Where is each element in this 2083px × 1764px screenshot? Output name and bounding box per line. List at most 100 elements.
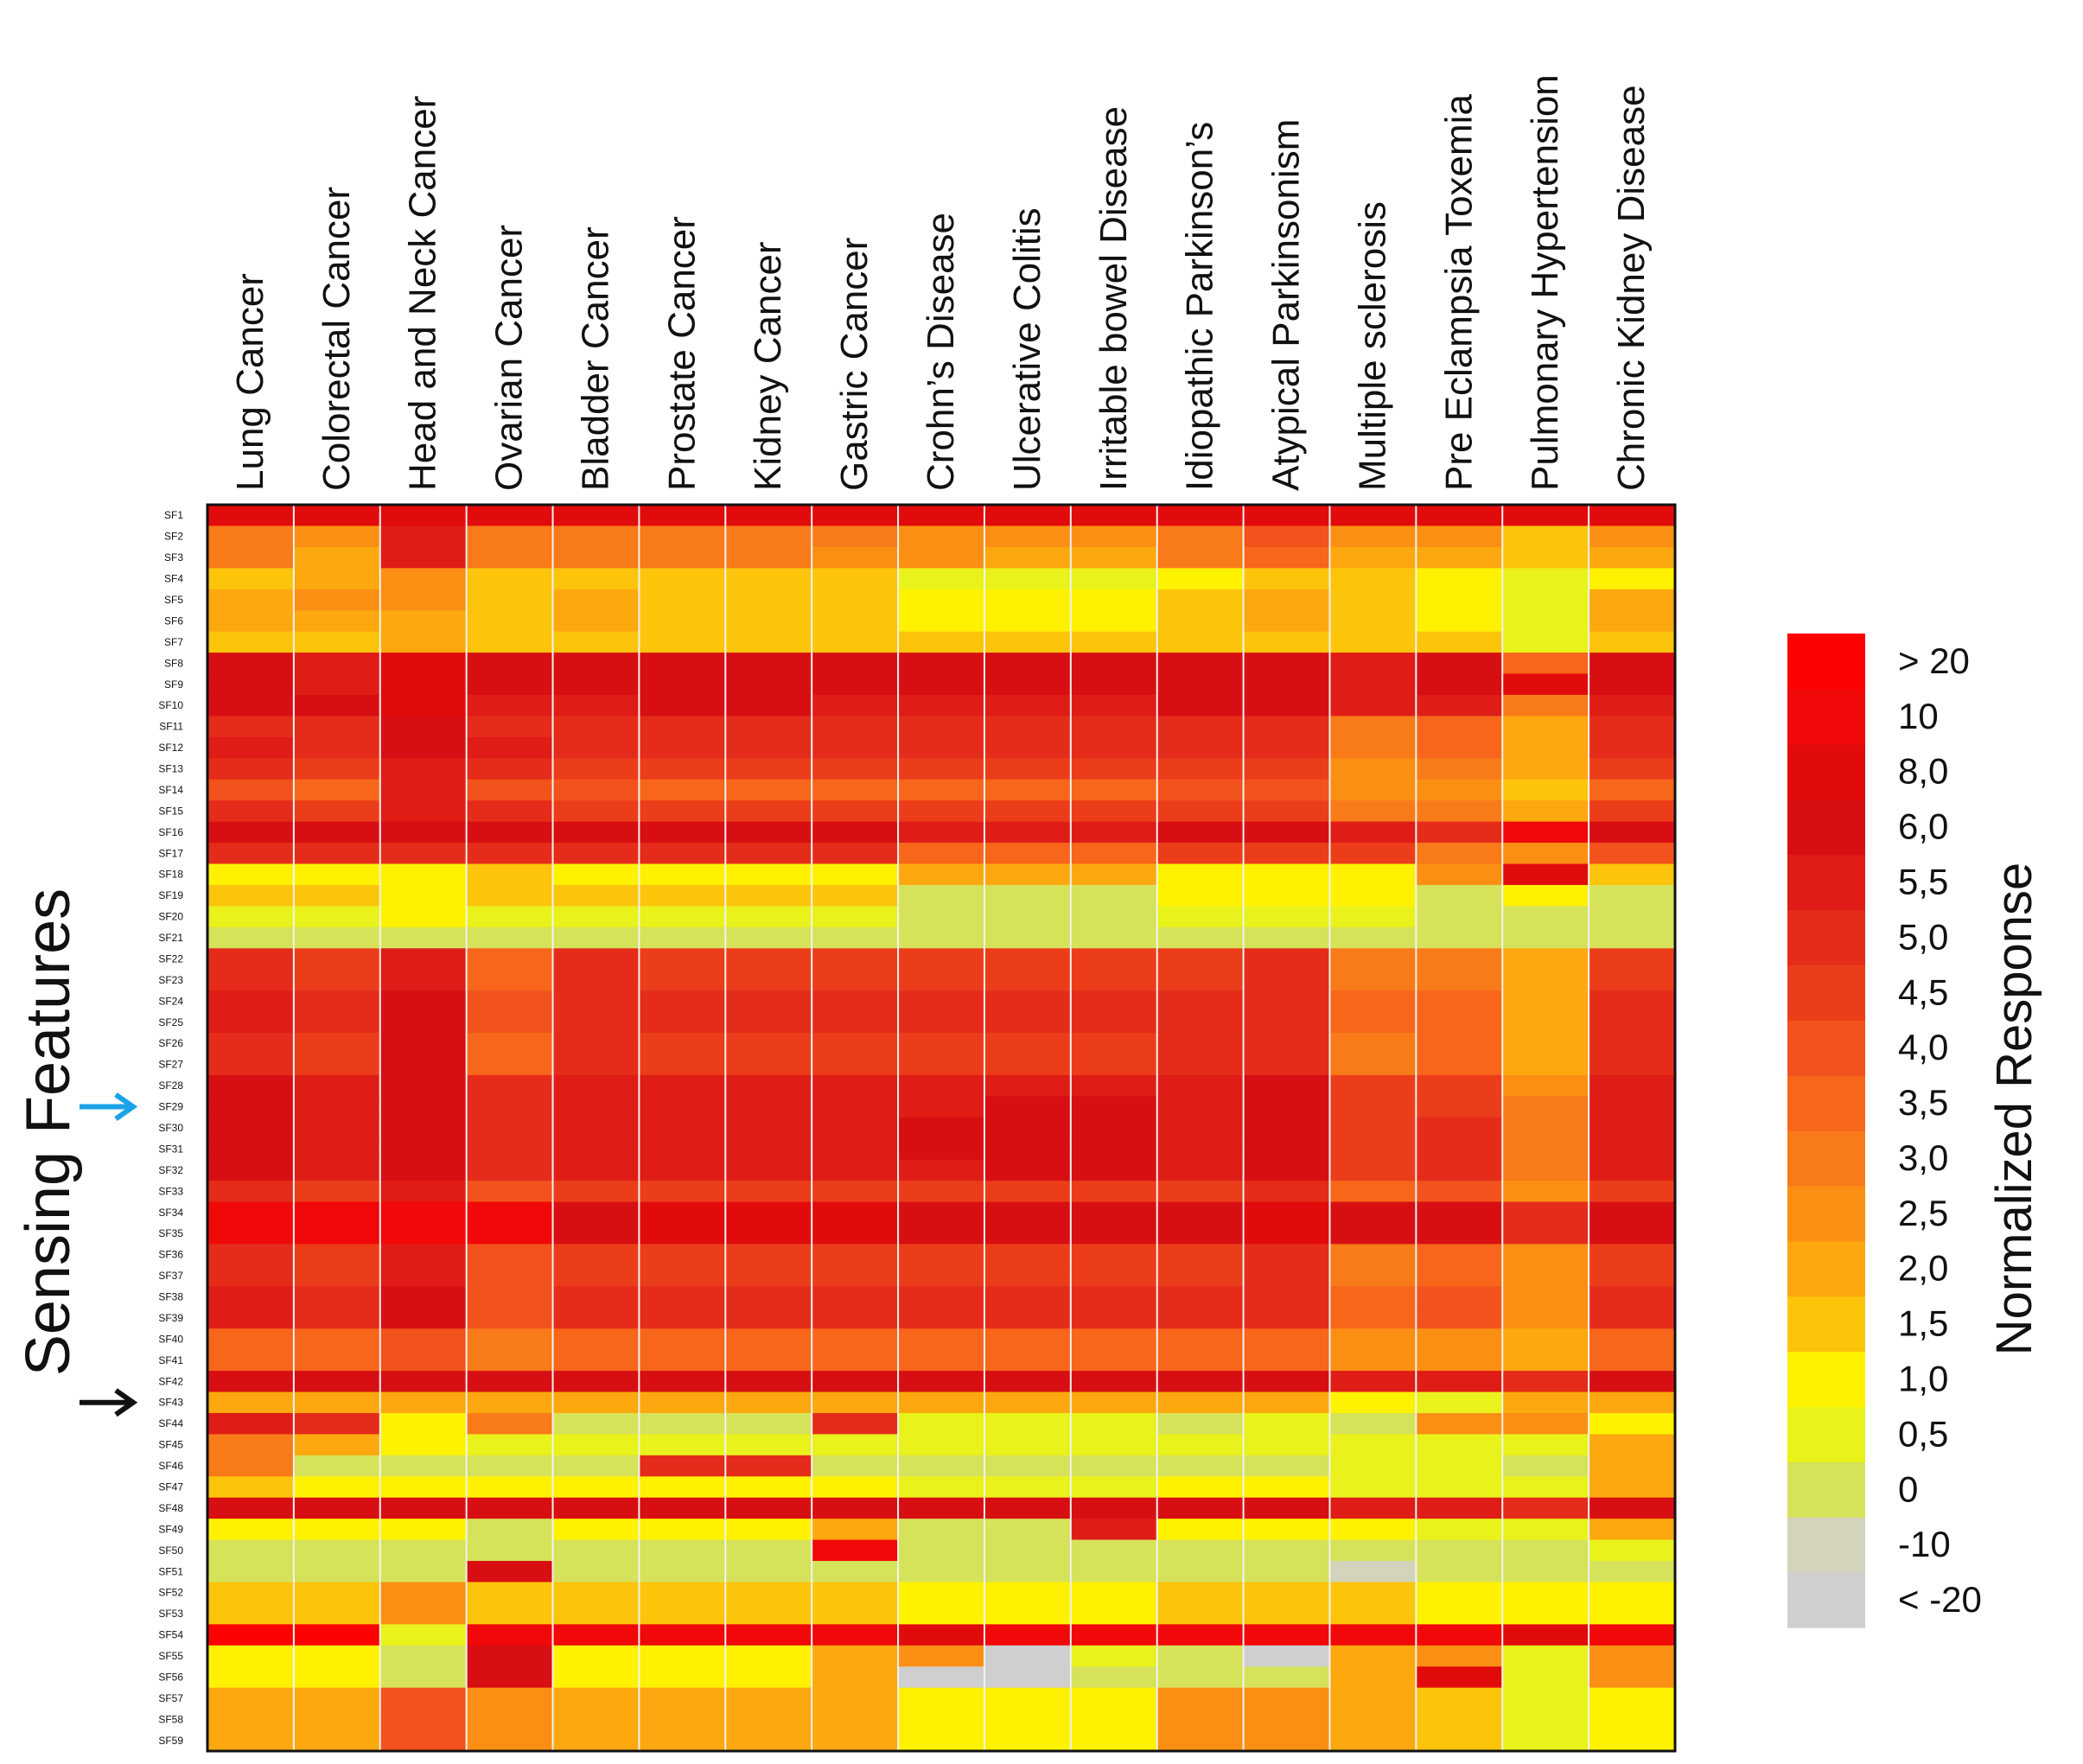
- heatmap-cell: [639, 1074, 726, 1097]
- heatmap-cell: [552, 1349, 640, 1372]
- column-label: Crohn’s Disease: [920, 213, 962, 491]
- column-label: Idiopathic Parkinson’s: [1179, 122, 1221, 491]
- heatmap-cell: [1243, 1159, 1331, 1181]
- heatmap-cell: [898, 990, 985, 1013]
- heatmap-cell: [293, 1624, 381, 1646]
- heatmap-cell: [1589, 1455, 1676, 1477]
- row-label: SF50: [158, 1544, 183, 1557]
- heatmap-cell: [1243, 1476, 1331, 1499]
- heatmap-cell: [984, 821, 1072, 844]
- heatmap-cell: [1243, 990, 1331, 1013]
- heatmap-cell: [1502, 1539, 1589, 1562]
- heatmap-cell: [379, 525, 468, 548]
- heatmap-cell: [984, 1264, 1072, 1287]
- heatmap-cell: [552, 758, 640, 780]
- heatmap-cell: [466, 1201, 554, 1224]
- heatmap-cell: [466, 1033, 554, 1055]
- heatmap-cell: [1070, 1138, 1158, 1161]
- heatmap-cell: [1502, 1497, 1589, 1519]
- heatmap-cell: [552, 821, 640, 844]
- heatmap-cell: [207, 1371, 295, 1393]
- heatmap-cell: [812, 969, 899, 991]
- heatmap-cell: [812, 1138, 899, 1161]
- heatmap-cell: [207, 1286, 295, 1309]
- heatmap-cell: [725, 505, 812, 527]
- heatmap-cell: [466, 694, 554, 717]
- row-label: SF43: [158, 1397, 183, 1409]
- heatmap-cell: [552, 1455, 640, 1477]
- heatmap-cell: [725, 1497, 812, 1519]
- heatmap-cell: [1070, 716, 1158, 738]
- heatmap-cell: [552, 1476, 640, 1499]
- heatmap-cell: [725, 1286, 812, 1309]
- heatmap-cell: [1156, 1519, 1245, 1541]
- heatmap-cell: [379, 1201, 468, 1224]
- heatmap-cell: [1070, 821, 1158, 844]
- heatmap-cell: [1329, 1602, 1417, 1625]
- heatmap-cell: [1070, 1117, 1158, 1139]
- heatmap-cell: [293, 1181, 381, 1203]
- legend-swatch: [1787, 1517, 1865, 1573]
- heatmap-cell: [1502, 1729, 1589, 1752]
- heatmap-cell: [1329, 779, 1417, 801]
- heatmap-cell: [898, 1561, 985, 1583]
- heatmap-cell: [1589, 1286, 1676, 1309]
- row-arrow-icon: [80, 1388, 138, 1417]
- heatmap-cell: [984, 779, 1072, 801]
- heatmap-cell: [207, 800, 295, 823]
- heatmap-cell: [293, 927, 381, 949]
- heatmap-cell: [552, 1181, 640, 1203]
- heatmap-cell: [1329, 1666, 1417, 1689]
- column-label: Pulmonary Hypertension: [1524, 74, 1566, 491]
- heatmap-cell: [379, 1729, 468, 1752]
- heatmap-cell: [984, 1222, 1072, 1245]
- heatmap-cell: [1243, 1687, 1331, 1710]
- heatmap-cell: [466, 673, 554, 696]
- heatmap-cell: [1589, 673, 1676, 696]
- heatmap-cell: [1156, 1602, 1245, 1625]
- heatmap-cell: [812, 1519, 899, 1541]
- heatmap-cell: [1329, 1244, 1417, 1266]
- heatmap-cell: [552, 843, 640, 865]
- heatmap-cell: [1589, 1539, 1676, 1562]
- heatmap-cell: [1416, 1645, 1503, 1667]
- row-label: SF31: [158, 1143, 183, 1155]
- heatmap-cell: [293, 1074, 381, 1097]
- heatmap-cell: [293, 1222, 381, 1245]
- heatmap-cell: [639, 589, 726, 611]
- heatmap-cell: [1589, 1582, 1676, 1604]
- row-label: SF44: [158, 1417, 183, 1430]
- column-label: Chronic Kidney Disease: [1610, 85, 1653, 491]
- heatmap-cell: [207, 631, 295, 653]
- heatmap-cell: [1156, 568, 1245, 590]
- row-label: SF33: [158, 1185, 183, 1197]
- heatmap-cell: [1243, 568, 1331, 590]
- heatmap-cell: [984, 673, 1072, 696]
- heatmap-cell: [725, 1561, 812, 1583]
- row-label: SF25: [158, 1016, 183, 1028]
- heatmap-cell: [812, 758, 899, 780]
- heatmap-cell: [984, 1138, 1072, 1161]
- heatmap-cell: [812, 1201, 899, 1224]
- heatmap-cell: [1416, 568, 1503, 590]
- row-label: SF24: [158, 995, 183, 1007]
- heatmap-cell: [1243, 1349, 1331, 1372]
- heatmap-cell: [1070, 653, 1158, 675]
- heatmap-cell: [984, 1201, 1072, 1224]
- legend-swatch: [1787, 909, 1865, 965]
- heatmap-cell: [725, 694, 812, 717]
- heatmap-cell: [552, 716, 640, 738]
- heatmap-cell: [898, 1307, 985, 1329]
- heatmap-cell: [984, 1582, 1072, 1604]
- heatmap-cell: [207, 716, 295, 738]
- heatmap-cell: [1156, 546, 1245, 569]
- heatmap-cell: [812, 948, 899, 971]
- heatmap-cell: [466, 653, 554, 675]
- heatmap-cell: [1329, 525, 1417, 548]
- heatmap-cell: [1243, 1138, 1331, 1161]
- heatmap-cell: [1243, 631, 1331, 653]
- heatmap-cell: [1416, 1096, 1503, 1118]
- heatmap-cell: [293, 1138, 381, 1161]
- heatmap-cell: [639, 1033, 726, 1055]
- heatmap-cell: [552, 1412, 640, 1435]
